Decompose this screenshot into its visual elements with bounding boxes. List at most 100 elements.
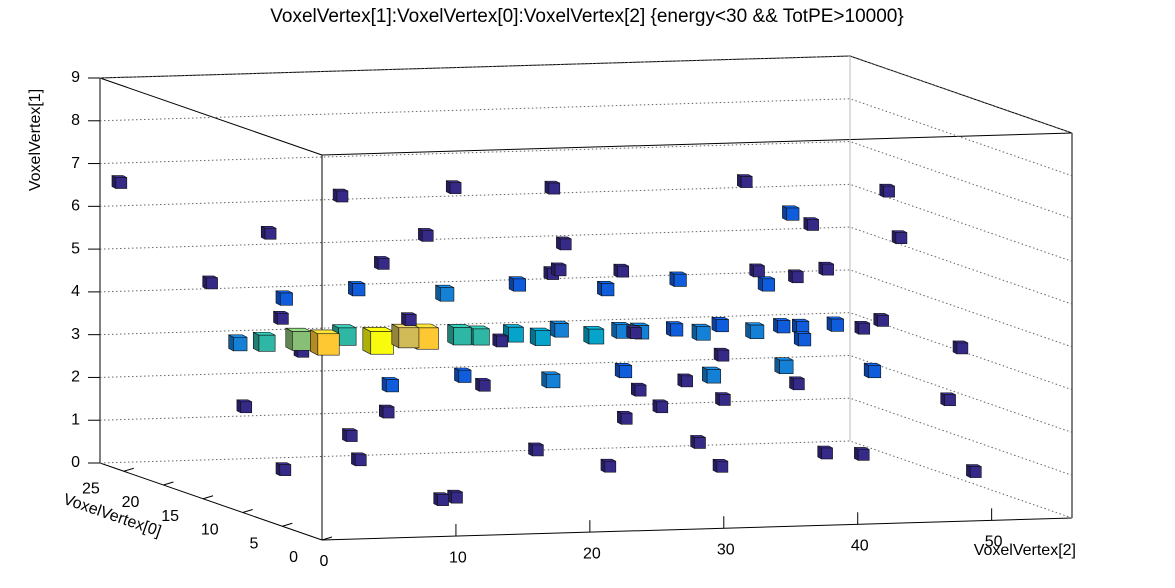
box bbox=[773, 317, 791, 334]
box-front bbox=[458, 369, 472, 383]
y-tick-label: 5 bbox=[71, 240, 80, 257]
box bbox=[541, 371, 561, 389]
frame-edge bbox=[99, 462, 323, 541]
box bbox=[690, 434, 706, 449]
box-side bbox=[310, 329, 319, 356]
box bbox=[111, 175, 128, 190]
box-front bbox=[762, 278, 776, 292]
box-front bbox=[617, 265, 629, 278]
box-front bbox=[233, 336, 248, 352]
box-front bbox=[479, 379, 491, 392]
box bbox=[401, 312, 417, 327]
y-tick-label: 7 bbox=[71, 155, 80, 172]
z-tick-label: 20 bbox=[122, 494, 140, 511]
box bbox=[435, 284, 455, 302]
frame-edge bbox=[849, 55, 1073, 134]
box-front bbox=[807, 219, 819, 231]
box bbox=[737, 174, 753, 189]
box-front bbox=[673, 273, 687, 287]
box-side bbox=[529, 327, 536, 347]
box-front bbox=[696, 326, 711, 341]
box bbox=[774, 357, 794, 375]
box-front bbox=[858, 322, 871, 335]
y-tick-label: 1 bbox=[71, 411, 80, 428]
box bbox=[549, 320, 569, 338]
x-tick-label: 0 bbox=[320, 553, 329, 570]
box-front bbox=[554, 264, 567, 277]
box-front bbox=[554, 323, 569, 338]
box bbox=[447, 489, 463, 504]
box bbox=[652, 399, 669, 414]
box-front bbox=[546, 373, 561, 389]
z-tick-label: 0 bbox=[289, 549, 298, 566]
z-tick-label: 10 bbox=[201, 522, 219, 539]
box bbox=[626, 325, 642, 340]
x-tick-label: 20 bbox=[583, 545, 601, 562]
box-front bbox=[398, 327, 420, 349]
box-front bbox=[437, 494, 449, 506]
box-front bbox=[496, 335, 508, 348]
box-front bbox=[264, 227, 277, 240]
box bbox=[445, 180, 462, 195]
box bbox=[273, 310, 289, 325]
x-tick-label: 10 bbox=[449, 549, 467, 566]
box bbox=[202, 275, 218, 290]
y-axis-title: VoxelVertex[1] bbox=[27, 89, 44, 191]
box bbox=[966, 464, 982, 479]
box-front bbox=[883, 185, 895, 198]
box-front bbox=[354, 454, 367, 467]
box bbox=[826, 316, 844, 332]
box-side bbox=[391, 323, 400, 349]
x-tick-label: 30 bbox=[717, 541, 735, 558]
box bbox=[228, 334, 248, 352]
box-front bbox=[421, 230, 434, 242]
box bbox=[757, 276, 776, 292]
box-front bbox=[753, 265, 765, 278]
box-front bbox=[792, 271, 804, 284]
box bbox=[891, 230, 908, 245]
x-tick-label: 40 bbox=[851, 538, 869, 555]
box bbox=[381, 376, 399, 393]
z-tick bbox=[123, 467, 134, 472]
box bbox=[252, 331, 276, 352]
box-front bbox=[440, 287, 455, 302]
box bbox=[665, 321, 684, 337]
box bbox=[712, 458, 729, 473]
box-front bbox=[740, 176, 753, 188]
grid-line bbox=[99, 141, 1073, 220]
box-front bbox=[620, 412, 633, 425]
box bbox=[952, 340, 969, 355]
box-side bbox=[252, 331, 260, 352]
box-front bbox=[656, 401, 669, 414]
box bbox=[348, 280, 366, 297]
y-tick-label: 8 bbox=[71, 112, 80, 129]
z-tick bbox=[202, 495, 214, 500]
box bbox=[788, 269, 804, 284]
box-front bbox=[716, 460, 729, 473]
box bbox=[854, 446, 870, 461]
box bbox=[583, 325, 605, 345]
box bbox=[550, 262, 567, 277]
box bbox=[617, 410, 633, 425]
box-front bbox=[779, 359, 794, 375]
box-front bbox=[405, 314, 417, 326]
box bbox=[597, 280, 615, 297]
box bbox=[854, 320, 871, 335]
z-tick bbox=[242, 509, 253, 513]
box-front bbox=[548, 182, 561, 195]
box bbox=[275, 290, 293, 306]
box bbox=[378, 404, 395, 419]
box-front bbox=[822, 263, 834, 276]
box bbox=[940, 392, 956, 407]
box bbox=[749, 263, 765, 278]
box bbox=[873, 312, 889, 327]
box-front bbox=[895, 232, 908, 244]
y-tick-label: 3 bbox=[71, 326, 80, 343]
box-front bbox=[292, 331, 312, 351]
box bbox=[418, 227, 434, 242]
box-front bbox=[472, 328, 490, 346]
box bbox=[475, 377, 491, 392]
box bbox=[529, 327, 551, 347]
box-front bbox=[969, 466, 982, 478]
